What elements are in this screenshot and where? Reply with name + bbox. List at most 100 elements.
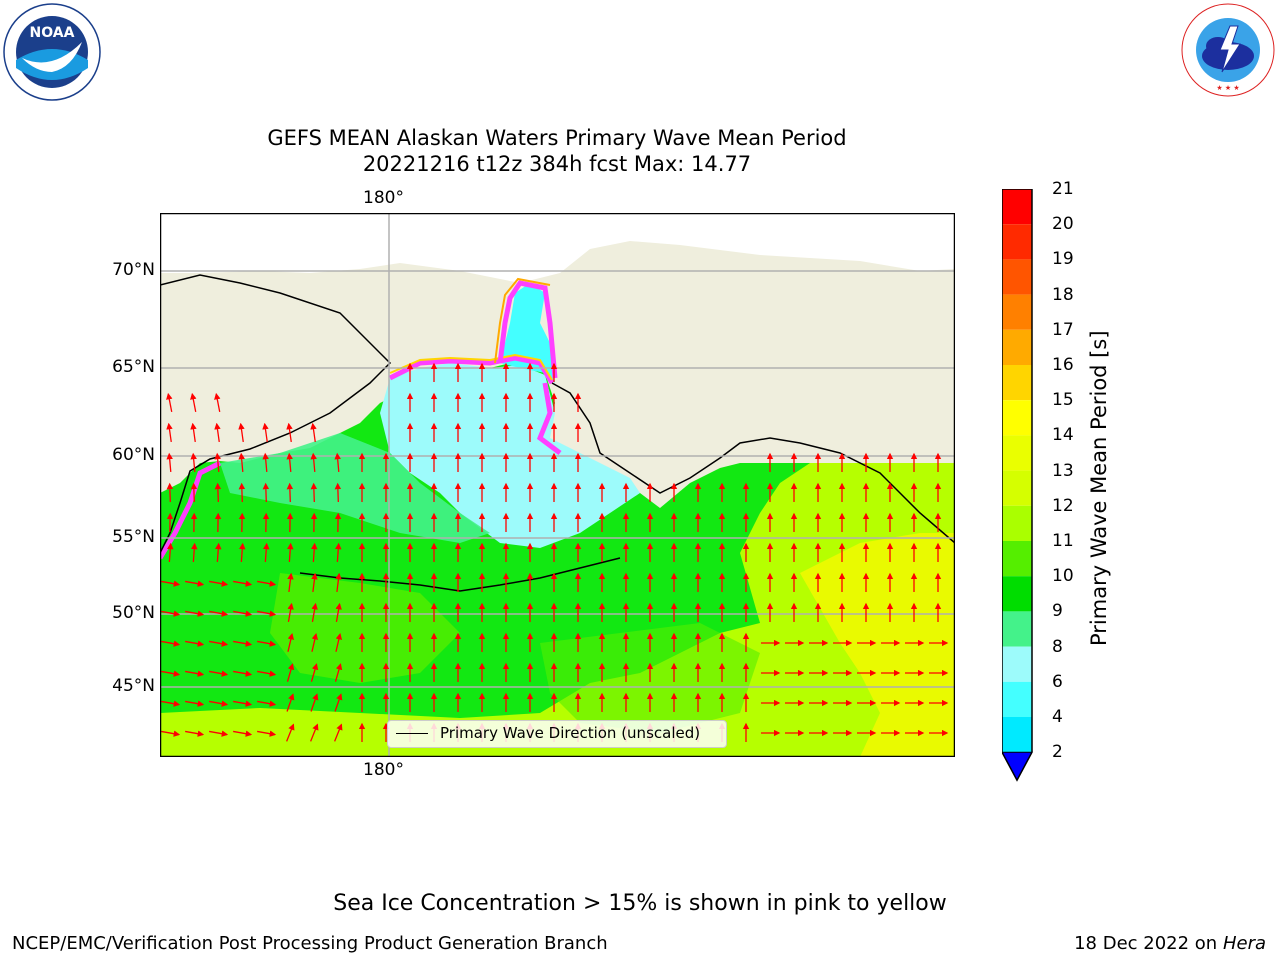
wave-arrow (238, 422, 245, 443)
colorbar-tick-label: 15 (1052, 390, 1074, 411)
wave-arrow (166, 392, 173, 412)
wave-arrow (286, 663, 295, 682)
legend-text: Primary Wave Direction (unscaled) (440, 724, 701, 742)
wave-arrow (161, 640, 181, 647)
colorbar-tick-label: 16 (1052, 355, 1074, 375)
wave-arrow (310, 723, 319, 742)
wave-arrow (167, 542, 174, 563)
colorbar-tick-label: 11 (1052, 531, 1074, 551)
wave-arrow (238, 452, 245, 473)
wave-arrow (286, 422, 293, 443)
wave-arrow (233, 640, 253, 647)
wave-arrow (311, 572, 318, 593)
wave-arrow (262, 482, 270, 503)
colorbar-segment (1002, 611, 1032, 647)
colorbar-tick-label: 18 (1052, 284, 1074, 305)
wave-arrow (257, 610, 277, 617)
wave-arrow (287, 542, 294, 563)
wave-arrow (209, 670, 229, 677)
wave-arrow (161, 610, 181, 617)
wave-arrow (257, 640, 277, 647)
colorbar-segment (1002, 329, 1032, 365)
arctic-ocean (160, 213, 955, 283)
wave-arrow (233, 670, 253, 677)
colorbar-tick-label: 9 (1052, 601, 1063, 622)
nws-logo: ★ ★ ★ (1180, 2, 1276, 98)
wave-arrow (335, 602, 342, 622)
colorbar-tick-label: 20 (1052, 214, 1074, 235)
wave-arrow (209, 640, 229, 647)
noaa-logo: NOAA (2, 2, 102, 102)
wave-arrow (190, 452, 197, 473)
wave-arrow (190, 482, 198, 503)
sea-ice-edge (388, 355, 555, 385)
colorbar-tick-label: 14 (1052, 425, 1074, 446)
colorbar-tick-label: 21 (1052, 179, 1074, 199)
wave-arrow (209, 610, 229, 617)
wave-arrow (335, 542, 342, 563)
wave-arrow (214, 452, 221, 473)
wave-arrow (161, 730, 181, 737)
wave-arrow (161, 700, 181, 707)
wave-arrow (287, 632, 295, 652)
wave-arrow (214, 392, 221, 412)
chart-subtitle: 20221216 t12z 384h fcst Max: 14.77 (362, 152, 752, 176)
wave-arrow (214, 482, 222, 503)
wave-arrow (335, 572, 342, 593)
lat-label: 55°N (112, 527, 155, 547)
wave-arrow (185, 700, 205, 707)
wave-arrow (161, 580, 181, 587)
wave-arrow (310, 693, 319, 712)
lat-label: 50°N (112, 603, 155, 623)
footer-date-text: 18 Dec 2022 on (1074, 933, 1218, 954)
lat-label: 70°N (112, 260, 155, 280)
svg-text:★ ★ ★: ★ ★ ★ (1216, 84, 1239, 92)
wave-arrow (190, 392, 197, 412)
wave-arrow (335, 632, 343, 652)
wave-arrow (185, 640, 205, 647)
wave-arrow (185, 670, 205, 677)
colorbar-tick-label: 12 (1052, 495, 1074, 516)
wave-arrow (334, 482, 342, 503)
wave-arrow (191, 542, 198, 563)
colorbar-tick-label: 8 (1052, 636, 1063, 657)
wave-arrow (238, 482, 246, 503)
wave-arrow (161, 670, 181, 677)
colorbar-tick-label: 19 (1052, 249, 1074, 270)
colorbar-tick-label: 2 (1052, 742, 1063, 763)
colorbar-segment (1002, 189, 1032, 225)
wave-arrow (263, 542, 270, 563)
gridlines (160, 213, 955, 757)
colorbar-segment (1002, 470, 1032, 506)
colorbar (1001, 188, 1034, 783)
wave-arrow (185, 610, 205, 617)
colorbar-segment (1002, 717, 1032, 753)
lat-label: 45°N (112, 676, 155, 696)
lat-label: 60°N (112, 445, 155, 465)
ocean-yellow-green (160, 463, 955, 757)
colorbar-tick-label: 13 (1052, 460, 1074, 481)
wave-arrow (286, 693, 295, 712)
wave-arrow (334, 693, 343, 712)
wave-arrow (262, 452, 269, 473)
colorbar-segment (1002, 576, 1032, 612)
footer-org: NCEP/EMC/Verification Post Processing Pr… (12, 933, 608, 954)
wave-arrow (311, 602, 318, 622)
colorbar-segment (1002, 435, 1032, 471)
colorbar-segment (1002, 505, 1032, 541)
wave-arrow (209, 580, 229, 587)
colorbar-segment (1002, 224, 1032, 260)
colorbar-segment (1002, 400, 1032, 436)
colorbar-tick-label: 6 (1052, 671, 1063, 692)
alaska-coast (551, 382, 955, 544)
noaa-logo-text: NOAA (30, 25, 75, 41)
wave-arrow (185, 580, 205, 587)
map-panel (159, 212, 956, 758)
wave-arrow (233, 730, 253, 737)
colorbar-title: Primary Wave Mean Period [s] (1087, 330, 1111, 646)
wave-arrow (166, 482, 174, 503)
wave-arrow (334, 723, 343, 742)
colorbar-segment (1002, 259, 1032, 295)
wave-arrow (311, 632, 319, 652)
colorbar-segment (1002, 681, 1032, 717)
